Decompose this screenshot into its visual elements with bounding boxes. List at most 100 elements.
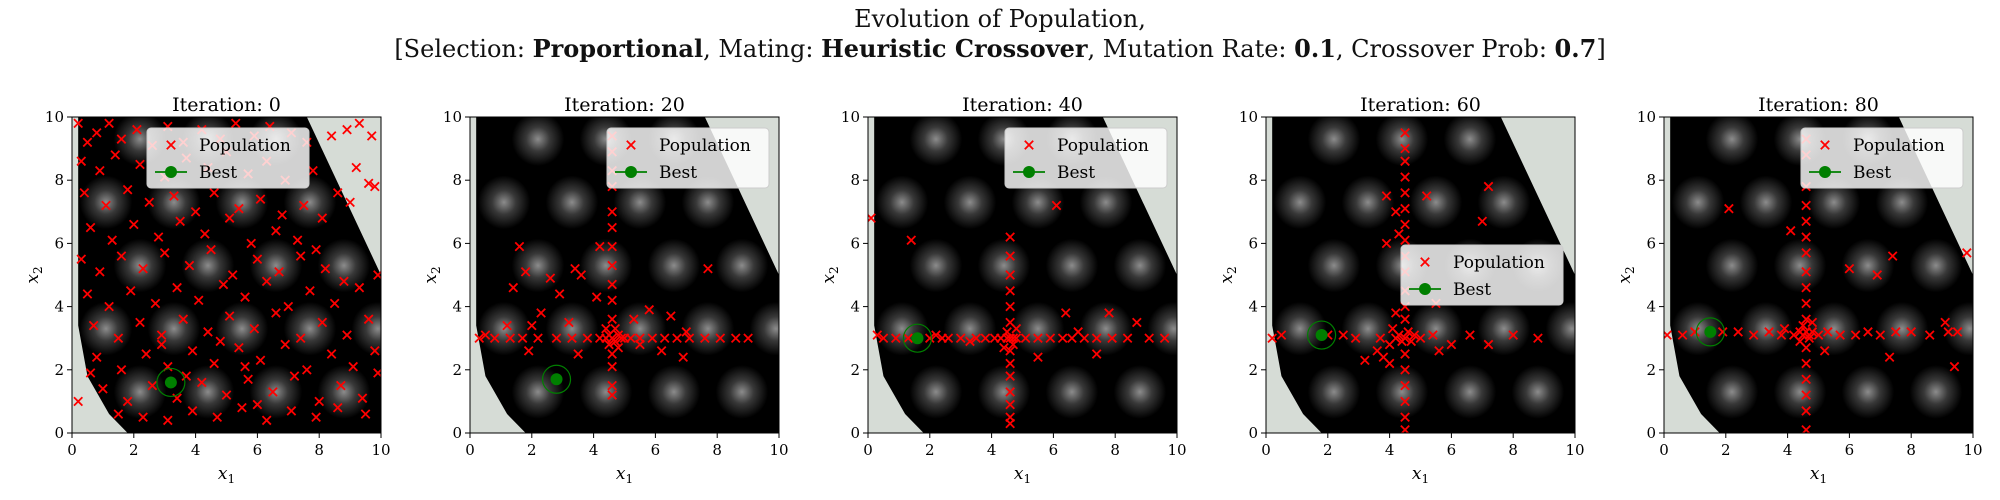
landscape-bump [1079,175,1133,230]
population-point [348,361,359,372]
population-point [536,308,546,318]
population-point [1002,327,1012,337]
population-point [107,235,118,246]
landscape-bump [181,238,235,293]
y-tick-label: 0 [850,424,860,442]
population-point [1952,327,1963,337]
x-tick-label: 8 [1110,441,1120,459]
x-tick-label: 0 [1261,441,1271,459]
population-point [700,333,710,344]
landscape-bump [1307,117,1361,166]
best-ring [1307,320,1337,350]
population-point [76,254,87,265]
population-point [678,352,689,362]
population-point [135,159,145,170]
landscape-bump [215,301,269,356]
population-point [237,402,247,413]
legend-best-label: Best [659,163,697,183]
population-point [339,276,349,287]
population-point [1801,232,1811,242]
y-axis-label: x2 [421,266,443,283]
population-point [169,191,179,201]
population-point [1801,298,1811,309]
legend-population-label: Population [659,136,751,156]
population-point [613,342,624,353]
population-point [616,333,627,344]
landscape-bump [875,175,929,230]
population-point [554,289,565,299]
legend-population-label: Population [199,136,291,156]
population-point [1717,327,1728,337]
legend-population-label: Population [1057,136,1149,156]
landscape-bump [1341,175,1395,230]
population-point [128,219,139,230]
population-point [1801,248,1811,258]
population-point [1801,216,1811,227]
population-point [261,415,272,426]
population-point [610,336,621,347]
population-point [94,165,105,176]
population-point [311,244,321,255]
y-tick-label: 2 [54,361,64,379]
legend-best-label: Best [199,163,237,183]
x-tick-label: 8 [1508,441,1518,459]
landscape-bump [317,365,371,419]
population-point [1131,317,1142,328]
legend-best-label: Best [1057,163,1095,183]
population-point [1400,380,1410,391]
x-tick-label: 6 [253,441,263,459]
population-point [1428,330,1438,340]
subplot-0: 0 2 4 6 8 10 0 2 4 6 8 10 Iteration: 0 x1 x2 Population… [23,94,391,486]
figure-title-part: , Mutation Rate: [1087,35,1295,63]
y-tick-label: 6 [452,234,462,252]
population-point [221,390,232,400]
population-point [122,184,133,195]
population-point [1801,200,1811,211]
population-point [1159,333,1170,344]
y-tick-label: 4 [1646,298,1656,316]
population-point [240,361,250,372]
population-point [523,346,534,356]
population-point [1872,270,1883,280]
population-point [1813,330,1824,340]
population-point [308,165,318,176]
landscape-bump [909,365,963,419]
legend-box [1400,244,1564,306]
population-point [980,333,991,344]
x-tick-label: 6 [651,441,661,459]
population-point [326,131,337,141]
landscape-bump [613,175,667,230]
legend: Population Best [1004,127,1168,189]
landscape-bump [1341,301,1395,356]
population-point [607,314,617,325]
landscape-bump [579,365,633,419]
population-point [91,127,102,138]
population-point [591,292,602,302]
y-tick-label: 0 [1248,424,1258,442]
subplot-title: Iteration: 20 [564,94,685,116]
population-point [906,235,917,246]
x-tick-label: 6 [1049,441,1059,459]
population-point [1724,203,1734,214]
x-tick-label: 4 [589,441,599,459]
population-point [159,248,170,258]
landscape-bump [511,117,565,166]
subplot-3: 0 2 4 6 8 10 0 2 4 6 8 10 Iteration: 60 x1 x2 Populatio… [1217,94,1585,486]
subplot-4: 0 2 4 6 8 10 0 2 4 6 8 10 Iteration: 80 x1 x2 Populatio… [1615,94,1983,486]
x-tick-label: 10 [371,441,390,459]
population-point [1400,188,1410,198]
population-point [138,412,148,423]
landscape-bump [681,301,735,356]
y-axis-label: x2 [23,266,45,283]
population-point [1011,323,1022,334]
landscape-bump [1943,301,1973,356]
population-point [156,330,167,340]
population-point [335,380,346,391]
x-tick-label: 2 [925,441,935,459]
population-point [1400,172,1410,182]
population-point [903,333,914,344]
population-point [295,251,306,261]
population-point [1801,406,1811,416]
population-point [1477,216,1488,227]
population-point [252,399,263,410]
